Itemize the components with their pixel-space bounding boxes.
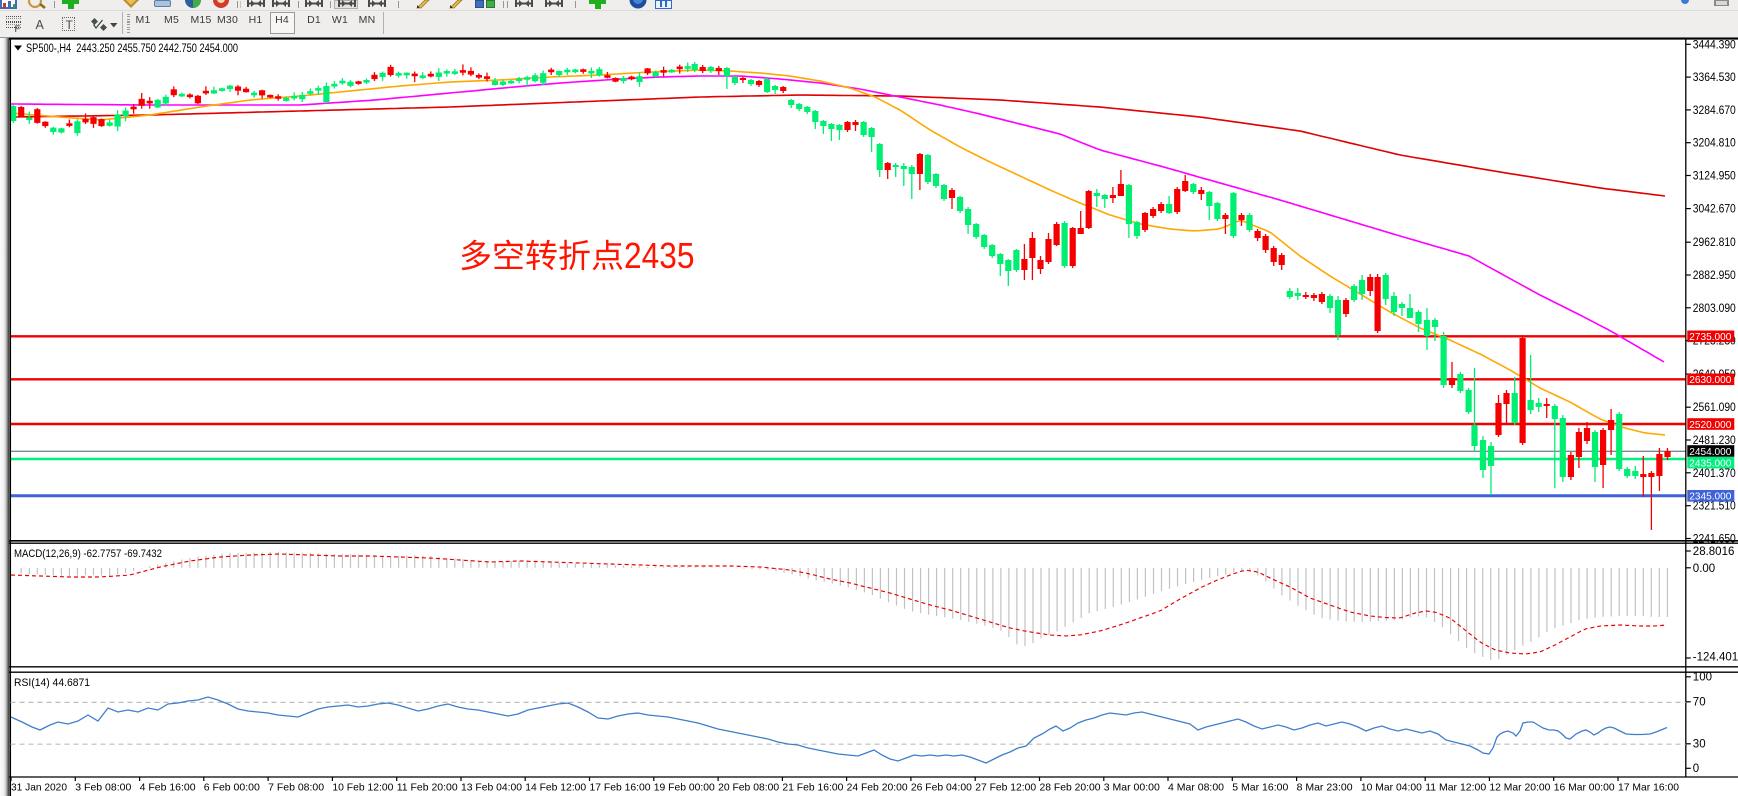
svg-text:2520.000: 2520.000 — [1689, 419, 1731, 431]
svg-text:14 Feb 12:00: 14 Feb 12:00 — [525, 782, 586, 794]
svg-text:100: 100 — [1693, 672, 1712, 684]
svg-text:12 Mar 20:00: 12 Mar 20:00 — [1489, 782, 1550, 794]
svg-text:2435.000: 2435.000 — [1689, 457, 1731, 469]
svg-text:10 Mar 04:00: 10 Mar 04:00 — [1361, 782, 1422, 794]
svg-text:7 Feb 08:00: 7 Feb 08:00 — [268, 782, 324, 794]
svg-text:10 Feb 12:00: 10 Feb 12:00 — [332, 782, 393, 794]
svg-text:2401.370: 2401.370 — [1693, 468, 1736, 480]
svg-text:2882.950: 2882.950 — [1693, 270, 1736, 282]
svg-text:3444.390: 3444.390 — [1693, 39, 1736, 51]
svg-text:2321.510: 2321.510 — [1693, 501, 1736, 513]
svg-text:3204.810: 3204.810 — [1693, 138, 1736, 150]
svg-text:4 Feb 16:00: 4 Feb 16:00 — [140, 782, 196, 794]
svg-text:30: 30 — [1693, 739, 1706, 751]
svg-text:0: 0 — [1693, 763, 1699, 775]
svg-text:31 Jan 2020: 31 Jan 2020 — [11, 782, 67, 794]
svg-text:SP500-,H4 2443.250 2455.750 2: SP500-,H4 2443.250 2455.750 2442.750 245… — [26, 43, 238, 55]
svg-text:16 Mar 00:00: 16 Mar 00:00 — [1554, 782, 1615, 794]
svg-text:11 Feb 20:00: 11 Feb 20:00 — [397, 782, 458, 794]
svg-text:21 Feb 16:00: 21 Feb 16:00 — [782, 782, 843, 794]
svg-text:26 Feb 04:00: 26 Feb 04:00 — [911, 782, 972, 794]
svg-text:4 Mar 08:00: 4 Mar 08:00 — [1168, 782, 1224, 794]
svg-text:RSI(14) 44.6871: RSI(14) 44.6871 — [14, 677, 90, 689]
svg-text:3284.670: 3284.670 — [1693, 105, 1736, 117]
svg-text:3364.530: 3364.530 — [1693, 72, 1736, 84]
svg-text:2962.810: 2962.810 — [1693, 237, 1736, 249]
svg-text:3124.950: 3124.950 — [1693, 171, 1736, 183]
svg-text:2241.650: 2241.650 — [1693, 534, 1736, 546]
svg-text:24 Feb 20:00: 24 Feb 20:00 — [847, 782, 908, 794]
svg-text:2454.000: 2454.000 — [1689, 446, 1731, 458]
svg-text:2481.230: 2481.230 — [1693, 435, 1736, 447]
svg-text:20 Feb 08:00: 20 Feb 08:00 — [718, 782, 779, 794]
svg-text:11 Mar 12:00: 11 Mar 12:00 — [1425, 782, 1486, 794]
svg-text:6 Feb 00:00: 6 Feb 00:00 — [204, 782, 260, 794]
svg-text:2630.000: 2630.000 — [1689, 374, 1731, 386]
svg-text:8 Mar 23:00: 8 Mar 23:00 — [1297, 782, 1353, 794]
svg-text:27 Feb 12:00: 27 Feb 12:00 — [975, 782, 1036, 794]
svg-text:2803.090: 2803.090 — [1693, 303, 1736, 315]
svg-text:MACD(12,26,9) -62.7757 -69.743: MACD(12,26,9) -62.7757 -69.7432 — [14, 548, 162, 560]
svg-text:0.00: 0.00 — [1693, 563, 1715, 575]
svg-text:2345.000: 2345.000 — [1689, 491, 1731, 503]
svg-text:19 Feb 00:00: 19 Feb 00:00 — [654, 782, 715, 794]
svg-text:28.8016: 28.8016 — [1693, 546, 1735, 558]
svg-text:2735.000: 2735.000 — [1689, 331, 1731, 343]
svg-text:5 Mar 16:00: 5 Mar 16:00 — [1232, 782, 1288, 794]
svg-text:28 Feb 20:00: 28 Feb 20:00 — [1040, 782, 1101, 794]
svg-text:3042.670: 3042.670 — [1693, 204, 1736, 216]
svg-text:17 Feb 16:00: 17 Feb 16:00 — [590, 782, 651, 794]
svg-text:3 Feb 08:00: 3 Feb 08:00 — [75, 782, 131, 794]
svg-text:2561.090: 2561.090 — [1693, 402, 1736, 414]
svg-text:3 Mar 00:00: 3 Mar 00:00 — [1104, 782, 1160, 794]
svg-text:2435: 2435 — [624, 236, 694, 276]
svg-text:70: 70 — [1693, 697, 1706, 709]
svg-text:17 Mar 16:00: 17 Mar 16:00 — [1618, 782, 1679, 794]
svg-text:-124.4011: -124.4011 — [1693, 652, 1738, 664]
svg-text:13 Feb 04:00: 13 Feb 04:00 — [461, 782, 522, 794]
